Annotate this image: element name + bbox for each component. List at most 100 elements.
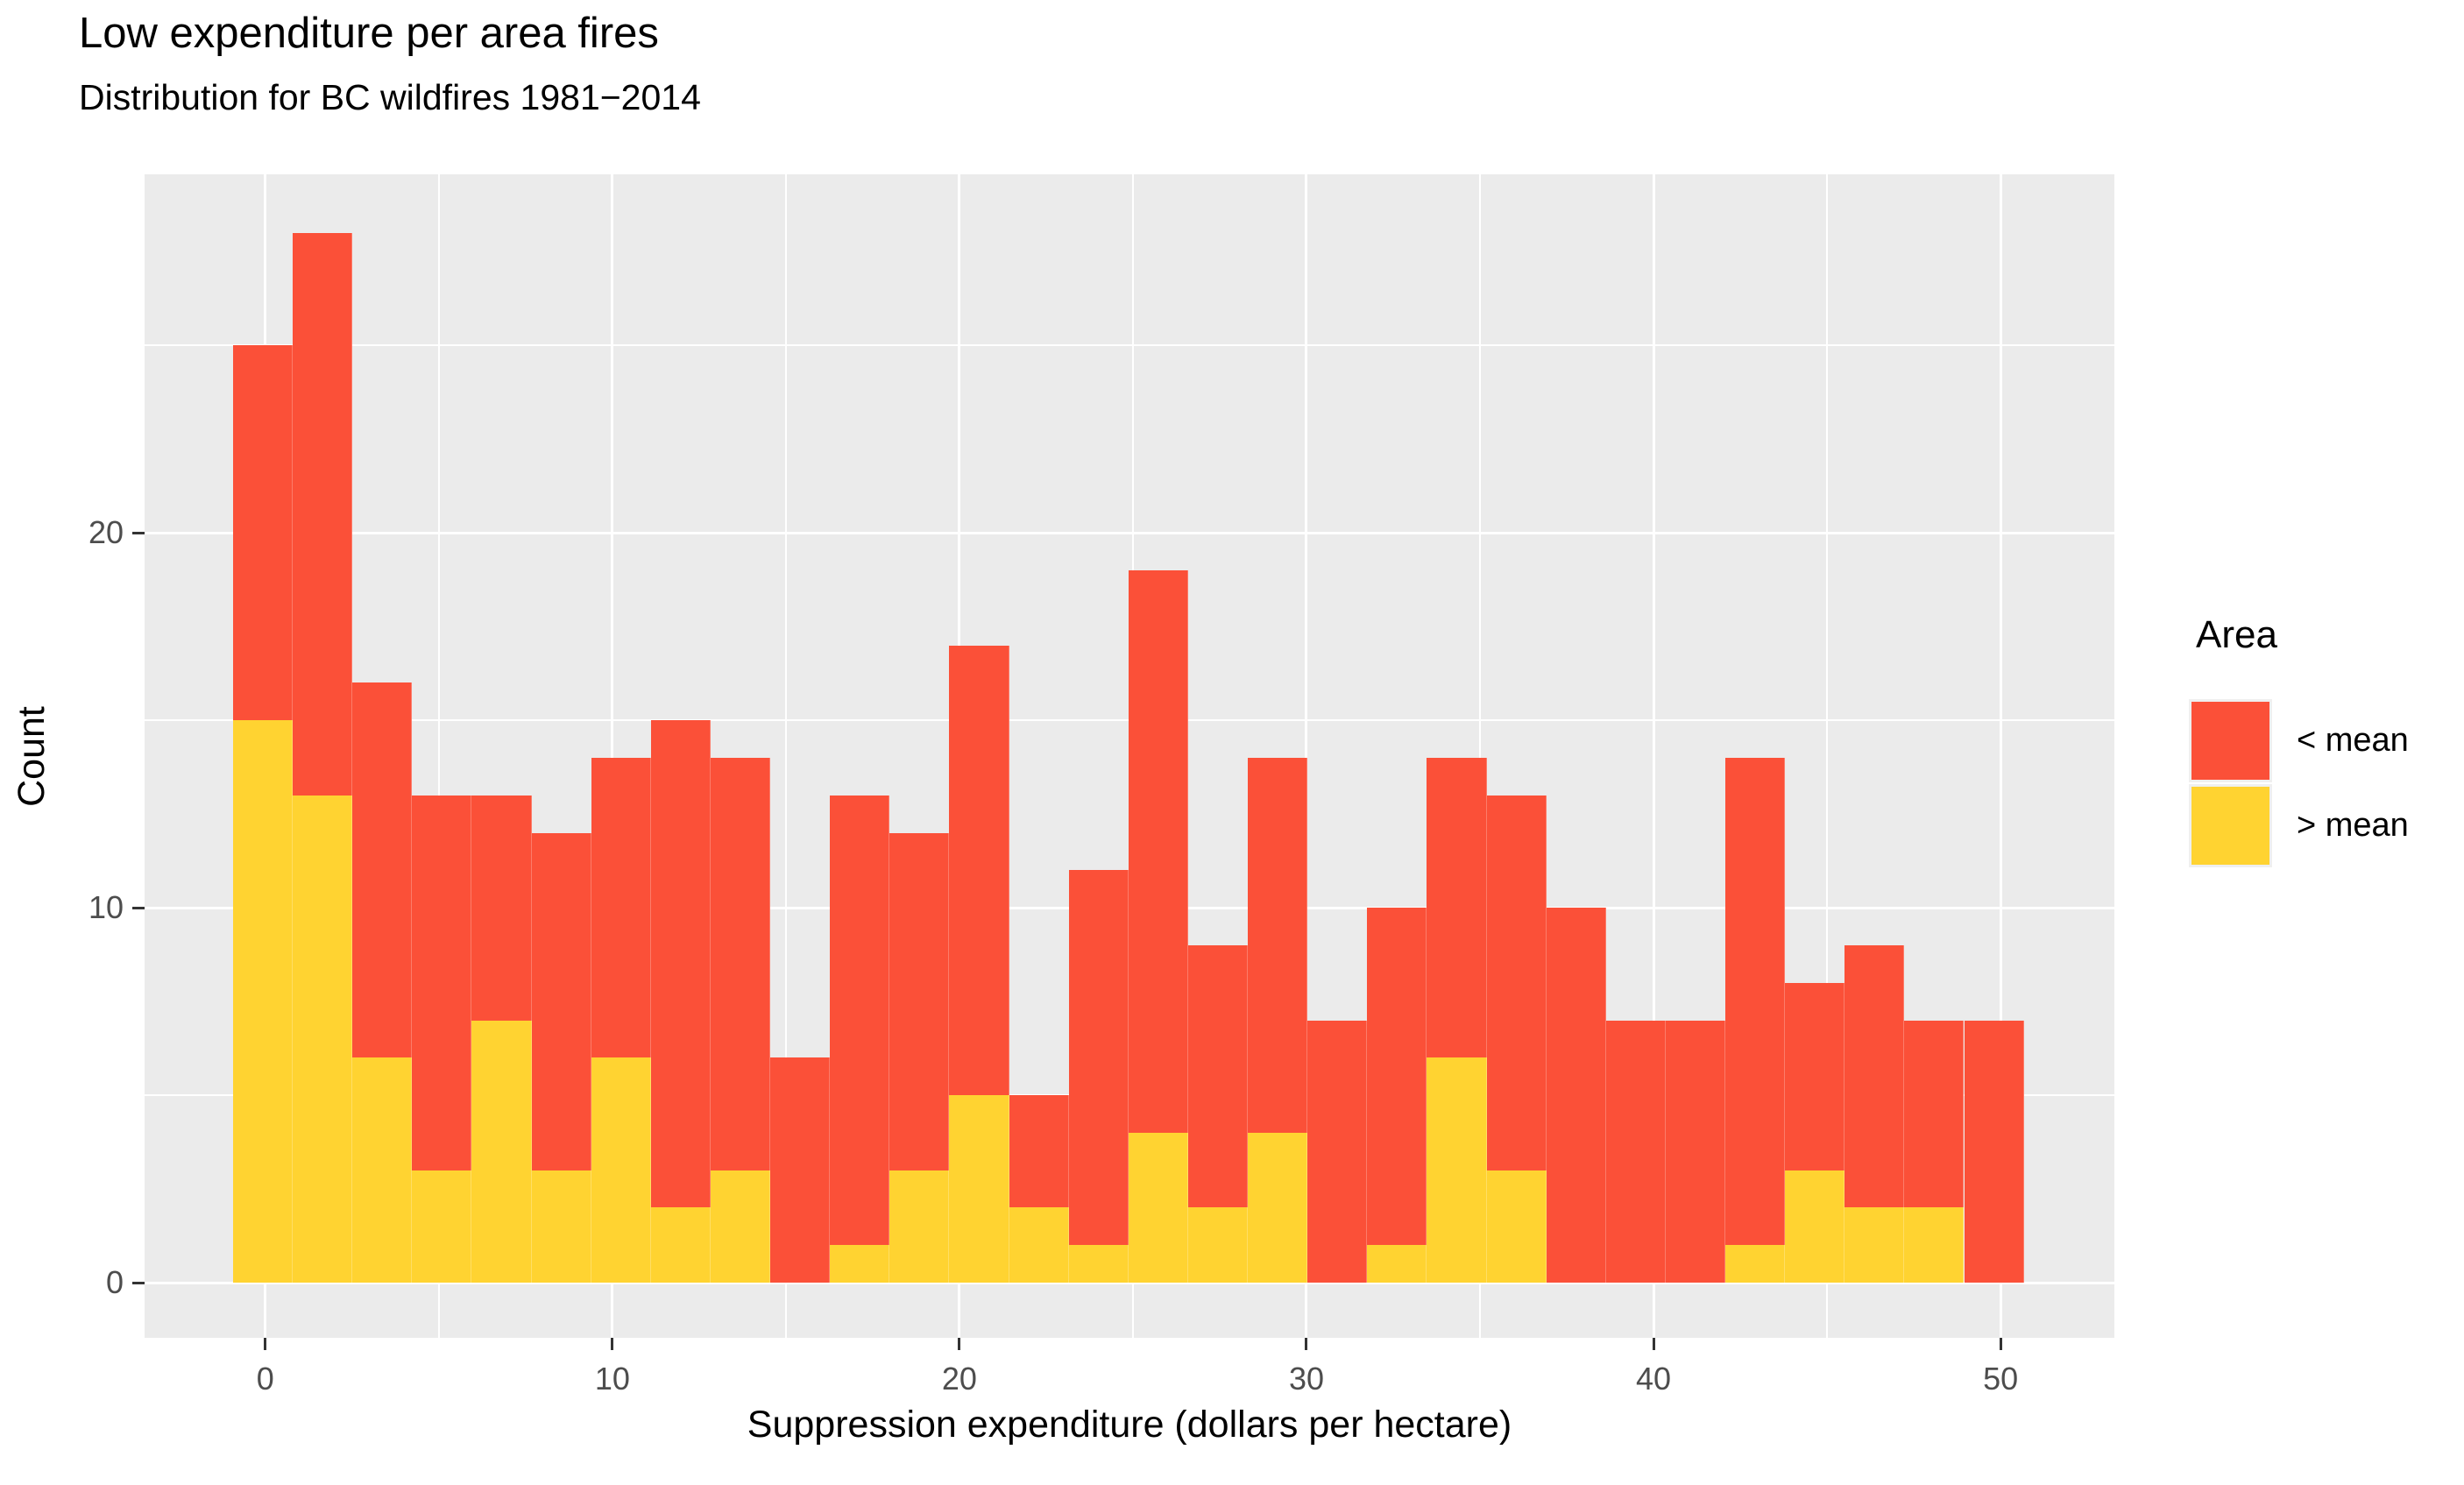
bar-segment-lt-mean [1725, 757, 1786, 1246]
bar-segment-lt-mean [1964, 1020, 2024, 1283]
bar-segment-lt-mean [1665, 1020, 1725, 1283]
bar-segment-lt-mean [1904, 1020, 1965, 1208]
bar-stack [352, 682, 413, 1283]
legend-swatch-lt-mean-icon [2189, 699, 2272, 782]
bar-stack [1605, 1020, 1666, 1283]
y-tick-label: 20 [88, 514, 124, 551]
bar-segment-gt-mean [1248, 1132, 1308, 1283]
bar-segment-lt-mean [1248, 757, 1308, 1133]
chart-title: Low expenditure per area fires [79, 10, 659, 57]
x-tick-label: 0 [256, 1361, 274, 1397]
bar-stack [293, 232, 353, 1283]
bar-segment-lt-mean [293, 232, 353, 796]
x-tick-mark [1999, 1338, 2002, 1350]
legend: Area < mean > mean [2189, 613, 2464, 869]
bar-segment-gt-mean [531, 1170, 591, 1283]
y-tick-mark [132, 531, 145, 534]
bar-segment-gt-mean [949, 1095, 1009, 1283]
bar-segment-lt-mean [232, 345, 294, 721]
bar-stack [889, 832, 950, 1283]
bar-stack [949, 645, 1009, 1283]
bar-segment-gt-mean [1904, 1207, 1965, 1283]
bar-segment-gt-mean [1009, 1207, 1069, 1283]
bar-stack [1009, 1095, 1069, 1283]
x-tick-mark [1652, 1338, 1655, 1350]
bar-stack [1546, 908, 1606, 1283]
bar-segment-lt-mean [1785, 982, 1845, 1170]
legend-item-lt-mean: < mean [2189, 699, 2464, 782]
bar-stack [1844, 944, 1905, 1283]
y-tick-label: 10 [88, 889, 124, 926]
bar-segment-lt-mean [1486, 795, 1547, 1170]
bar-stack [770, 1057, 831, 1283]
legend-item-gt-mean: > mean [2189, 784, 2464, 867]
y-axis-title: Count [5, 174, 58, 1338]
x-gridline-major [1305, 174, 1308, 1338]
x-tick-label: 30 [1288, 1361, 1325, 1397]
bar-segment-lt-mean [949, 645, 1009, 1096]
bar-segment-lt-mean [1546, 908, 1606, 1283]
chart-subtitle: Distribution for BC wildfires 1981−2014 [79, 77, 701, 117]
bar-segment-gt-mean [1785, 1170, 1845, 1283]
bar-segment-gt-mean [1844, 1207, 1905, 1283]
x-gridline-minor [1826, 174, 1829, 1338]
bar-stack [1427, 757, 1487, 1283]
bar-segment-lt-mean [1187, 944, 1249, 1208]
x-gridline-minor [437, 174, 440, 1338]
bar-segment-gt-mean [1187, 1207, 1249, 1283]
x-axis-title: Suppression expenditure (dollars per hec… [747, 1404, 1512, 1446]
bar-segment-lt-mean [710, 757, 771, 1170]
x-gridline-major [1652, 174, 1655, 1338]
bar-segment-lt-mean [471, 795, 532, 1021]
bar-segment-gt-mean [412, 1170, 472, 1283]
bar-segment-lt-mean [770, 1057, 831, 1283]
legend-title: Area [2196, 613, 2277, 656]
bar-stack [650, 720, 711, 1283]
legend-swatch-gt-mean-icon [2189, 784, 2272, 867]
bar-segment-lt-mean [591, 757, 651, 1058]
bar-segment-lt-mean [830, 795, 890, 1246]
bar-segment-lt-mean [1844, 944, 1905, 1208]
y-tick-mark [132, 1281, 145, 1284]
bar-stack [232, 345, 294, 1283]
bar-segment-gt-mean [1367, 1245, 1427, 1283]
bar-stack [1725, 757, 1786, 1283]
bar-stack [412, 795, 472, 1283]
x-gridline-minor [784, 174, 787, 1338]
bar-stack [1128, 569, 1188, 1283]
y-gridline-major [145, 1281, 2114, 1284]
y-tick-mark [132, 906, 145, 909]
x-tick-mark [1305, 1338, 1308, 1350]
y-gridline-minor [145, 344, 2114, 347]
y-tick-label: 0 [105, 1264, 124, 1301]
bar-segment-gt-mean [650, 1207, 711, 1283]
bar-segment-lt-mean [531, 832, 591, 1170]
legend-item-label: > mean [2297, 807, 2409, 844]
bar-stack [1367, 908, 1427, 1283]
bar-stack [1785, 982, 1845, 1283]
bar-segment-gt-mean [232, 720, 294, 1283]
bar-stack [1068, 870, 1129, 1283]
bar-segment-lt-mean [1009, 1095, 1069, 1208]
bar-segment-gt-mean [1427, 1057, 1487, 1283]
bar-segment-gt-mean [1725, 1245, 1786, 1283]
bar-stack [1307, 1020, 1368, 1283]
bar-stack [1964, 1020, 2024, 1283]
bar-segment-gt-mean [830, 1245, 890, 1283]
bar-stack [531, 832, 591, 1283]
bar-stack [471, 795, 532, 1283]
x-tick-label: 20 [941, 1361, 977, 1397]
y-gridline-major [145, 531, 2114, 534]
bar-segment-gt-mean [471, 1020, 532, 1283]
bar-stack [1665, 1020, 1725, 1283]
bar-segment-lt-mean [1068, 870, 1129, 1246]
x-tick-mark [264, 1338, 267, 1350]
bar-segment-lt-mean [889, 832, 950, 1170]
bar-stack [830, 795, 890, 1283]
x-tick-label: 40 [1636, 1361, 1672, 1397]
bar-segment-lt-mean [1427, 757, 1487, 1058]
x-tick-label: 50 [1983, 1361, 2019, 1397]
x-gridline-major [1999, 174, 2002, 1338]
bar-segment-gt-mean [1486, 1170, 1547, 1283]
